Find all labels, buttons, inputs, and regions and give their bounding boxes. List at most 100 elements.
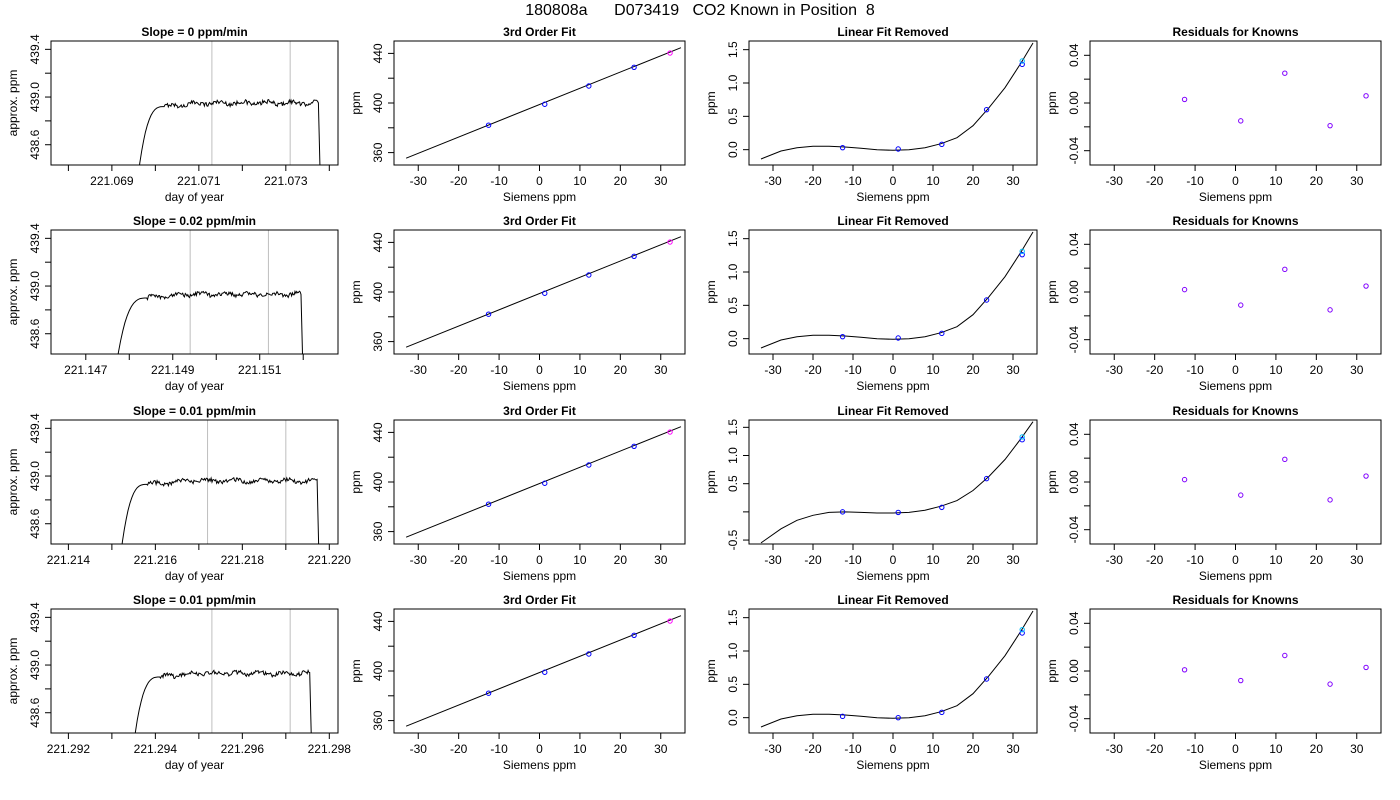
y-tick-label: -0.5 — [726, 529, 740, 550]
y-tick-label: 1.0 — [726, 642, 740, 659]
data-point — [1327, 681, 1333, 687]
data-point — [1282, 652, 1288, 659]
x-tick-label: 20 — [966, 363, 980, 377]
y-tick-label: 439.4 — [28, 223, 42, 253]
panel-2-0: Slope = 0.01 ppm/min day of year approx. p… — [6, 404, 351, 583]
x-tick-label: -10 — [490, 174, 508, 188]
data-point — [1019, 437, 1025, 443]
data-point — [667, 239, 673, 245]
axes-box — [1089, 40, 1382, 166]
data-point — [983, 475, 990, 482]
y-tick-label: 439.0 — [28, 650, 42, 680]
y-tick-label: 360 — [371, 142, 385, 162]
x-tick-label: -30 — [410, 742, 428, 756]
y-tick-label: 360 — [371, 710, 385, 730]
axes-box — [50, 229, 339, 355]
data-point — [1282, 266, 1288, 273]
panel-title: Linear Fit Removed — [837, 25, 948, 39]
figure-title: 180808a D073419 CO2 Known in Position 8 — [525, 2, 875, 19]
fit-line — [405, 47, 682, 159]
data-trace — [117, 289, 304, 354]
data-trace — [139, 98, 321, 165]
x-tick-label: 10 — [573, 742, 587, 756]
data-point — [542, 480, 548, 486]
x-tick-label: -30 — [764, 553, 782, 567]
data-point — [667, 50, 673, 56]
data-point — [1238, 118, 1244, 124]
x-tick-label: 10 — [926, 553, 940, 567]
y-axis-label: ppm — [704, 659, 718, 682]
x-tick-label: -10 — [490, 742, 508, 756]
data-point — [1363, 283, 1369, 289]
axes-box — [1089, 229, 1382, 355]
data-point — [1019, 61, 1025, 68]
y-tick-label: 1.5 — [726, 419, 740, 436]
y-tick-label: 0.04 — [1067, 43, 1081, 67]
x-tick-label: -20 — [1146, 742, 1164, 756]
x-tick-label: 30 — [1006, 742, 1020, 756]
y-tick-label: 438.6 — [28, 318, 42, 348]
x-tick-label: 221.073 — [264, 174, 308, 188]
y-tick-label: 440 — [371, 232, 385, 252]
x-tick-label: -20 — [804, 363, 822, 377]
y-tick-label: 1.5 — [726, 230, 740, 247]
y-tick-label: 400 — [371, 472, 385, 492]
y-tick-label: 440 — [371, 422, 385, 442]
y-tick-label: 1.0 — [726, 447, 740, 464]
axes-box — [748, 608, 1038, 734]
y-tick-label: 0.5 — [726, 108, 740, 125]
x-tick-label: 20 — [1310, 742, 1324, 756]
data-point — [1181, 286, 1188, 293]
y-tick-label: 0.0 — [726, 709, 740, 726]
y-axis-label: ppm — [704, 470, 718, 493]
y-tick-label: -0.04 — [1067, 326, 1081, 354]
fit-curve — [760, 610, 1034, 728]
x-tick-label: 0 — [890, 553, 897, 567]
plot-area — [760, 42, 1034, 160]
x-tick-label: 0 — [536, 174, 543, 188]
x-axis-label: Siemens ppm — [1199, 379, 1272, 393]
y-tick-label: 440 — [371, 43, 385, 63]
panel-1-2: Linear Fit Removed Siemens ppm ppm -30 -20 -1… — [704, 214, 1038, 393]
y-axis-label: approx. ppm — [6, 259, 20, 326]
y-tick-label: 439.4 — [28, 413, 42, 443]
panel-title: Slope = 0.01 ppm/min — [133, 404, 256, 418]
x-tick-label: 221.147 — [64, 363, 108, 377]
x-tick-label: 10 — [926, 363, 940, 377]
data-point — [1019, 251, 1025, 258]
plot-area — [405, 47, 682, 159]
x-tick-label: 20 — [966, 174, 980, 188]
y-tick-label: 400 — [371, 282, 385, 302]
fit-curve — [760, 231, 1034, 349]
y-tick-label: 1.0 — [726, 263, 740, 280]
x-tick-label: 0 — [536, 363, 543, 377]
x-tick-label: -20 — [450, 742, 468, 756]
x-tick-label: -30 — [410, 174, 428, 188]
x-tick-label: 221.220 — [308, 553, 352, 567]
data-point — [631, 64, 637, 70]
data-point — [1327, 497, 1333, 503]
data-point — [895, 714, 901, 721]
y-tick-label: 1.5 — [726, 41, 740, 58]
y-tick-label: 1.5 — [726, 609, 740, 626]
x-axis-label: Siemens ppm — [503, 758, 576, 772]
panel-2-2: Linear Fit Removed Siemens ppm ppm -30 -20 -1… — [704, 404, 1038, 583]
y-tick-label: 1.0 — [726, 74, 740, 91]
plot-area — [139, 41, 321, 165]
axes-box — [50, 419, 339, 545]
y-axis-label: ppm — [1045, 91, 1059, 114]
data-point — [1181, 667, 1188, 673]
data-point — [939, 709, 945, 716]
y-tick-label: 0.00 — [1067, 470, 1081, 494]
x-tick-label: -20 — [804, 553, 822, 567]
y-axis-label: ppm — [349, 280, 363, 303]
data-point — [1019, 434, 1025, 440]
plot-area — [1181, 652, 1369, 687]
x-tick-label: -30 — [1106, 363, 1124, 377]
y-axis-label: ppm — [1045, 470, 1059, 493]
x-tick-label: 0 — [890, 363, 897, 377]
y-axis-label: ppm — [349, 91, 363, 114]
x-axis-label: Siemens ppm — [856, 569, 929, 583]
x-tick-label: 20 — [614, 553, 628, 567]
fit-line — [405, 615, 682, 727]
